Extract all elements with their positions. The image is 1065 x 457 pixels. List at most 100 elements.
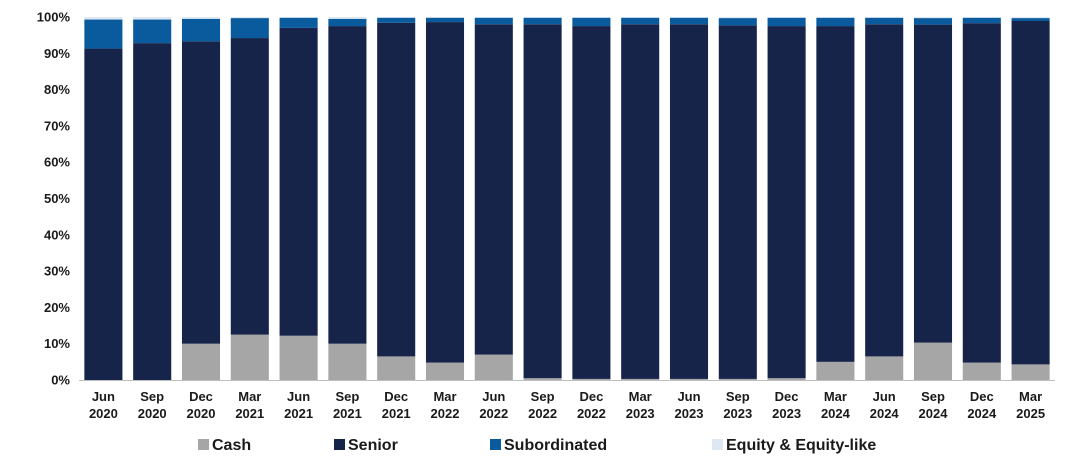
- x-tick-label-month: Sep: [921, 389, 945, 404]
- bar-stack: [133, 17, 172, 381]
- x-tick-label-year: 2020: [138, 406, 167, 421]
- legend-item: Cash: [198, 437, 251, 454]
- legend-item: Senior: [334, 437, 398, 454]
- legend-swatch: [334, 439, 345, 450]
- bar-segment-subordinated: [1011, 18, 1050, 21]
- bar-segment-equity-equity-like: [816, 17, 855, 18]
- x-tick-label-year: 2020: [89, 406, 118, 421]
- y-tick-label: 40%: [44, 227, 70, 242]
- x-tick-label-month: Dec: [579, 389, 603, 404]
- x-tick-label-month: Jun: [287, 389, 310, 404]
- bar-stack: [669, 17, 709, 380]
- bar-segment-subordinated: [669, 17, 709, 25]
- legend-item: Equity & Equity-like: [712, 437, 876, 454]
- bar-segment-cash: [474, 354, 513, 380]
- plot-area: [84, 17, 1050, 381]
- x-tick-label-month: Mar: [824, 389, 847, 404]
- bar-segment-senior: [84, 48, 123, 381]
- x-tick-label-month: Jun: [482, 389, 505, 404]
- bar-segment-senior: [425, 22, 465, 363]
- y-tick-label: 60%: [44, 155, 70, 170]
- bar-segment-senior: [474, 24, 513, 355]
- bar-segment-equity-equity-like: [572, 17, 611, 18]
- bar-segment-senior: [962, 23, 1001, 363]
- x-tick-label-month: Mar: [238, 389, 261, 404]
- bar-segment-senior: [133, 43, 172, 381]
- bar-segment-senior: [572, 26, 611, 379]
- legend: Cash Senior Subordinated Equity & Equity-li…: [198, 437, 876, 454]
- x-tick-label-month: Dec: [775, 389, 799, 404]
- bar-segment-senior: [181, 41, 221, 344]
- y-tick-label: 80%: [44, 82, 70, 97]
- x-tick-label-month: Dec: [384, 389, 408, 404]
- bar-segment-equity-equity-like: [621, 17, 660, 18]
- bar-segment-equity-equity-like: [328, 17, 367, 19]
- x-tick-label-year: 2021: [382, 406, 411, 421]
- bar-segment-cash: [718, 378, 757, 380]
- x-tick-label-month: Mar: [629, 389, 652, 404]
- bar-segment-senior: [328, 26, 367, 344]
- bar-segment-subordinated: [718, 18, 757, 26]
- y-tick-label: 20%: [44, 300, 70, 315]
- x-tick-label-month: Mar: [433, 389, 456, 404]
- x-tick-label-year: 2023: [723, 406, 752, 421]
- x-tick-label-year: 2024: [967, 406, 997, 421]
- legend-label: Subordinated: [504, 437, 607, 454]
- bar-segment-senior: [669, 24, 709, 379]
- x-tick-label-month: Jun: [92, 389, 115, 404]
- bar-stack: [523, 17, 562, 380]
- x-tick-label-month: Sep: [531, 389, 555, 404]
- bar-segment-subordinated: [621, 17, 660, 25]
- bar-segment-subordinated: [377, 17, 416, 23]
- bar-segment-cash: [572, 378, 611, 380]
- bar-stack: [328, 17, 367, 380]
- x-tick-label-month: Jun: [677, 389, 700, 404]
- bar-segment-equity-equity-like: [669, 17, 709, 18]
- bar-segment-senior: [377, 22, 416, 357]
- legend-swatch: [490, 439, 501, 450]
- x-tick-label-year: 2023: [626, 406, 655, 421]
- x-tick-label-year: 2025: [1016, 406, 1045, 421]
- x-tick-label-month: Dec: [189, 389, 213, 404]
- x-tick-label-month: Dec: [970, 389, 994, 404]
- bar-segment-subordinated: [767, 17, 806, 27]
- bar-stack: [962, 17, 1001, 380]
- y-tick-label: 70%: [44, 118, 70, 133]
- bar-segment-equity-equity-like: [865, 17, 904, 18]
- bar-segment-equity-equity-like: [84, 17, 123, 20]
- legend-label: Cash: [212, 437, 251, 454]
- bar-stack: [84, 17, 123, 381]
- bar-segment-subordinated: [523, 17, 562, 25]
- bar-segment-cash: [767, 378, 806, 380]
- y-axis: 0% 10% 20% 30% 40% 50% 60% 70% 80% 90% 100%: [37, 10, 71, 388]
- bar-segment-equity-equity-like: [523, 17, 562, 18]
- bar-stack: [279, 17, 318, 380]
- bar-segment-cash: [425, 362, 465, 380]
- x-tick-label-year: 2020: [187, 406, 216, 421]
- bar-stack: [913, 17, 953, 380]
- bar-segment-cash: [523, 378, 562, 380]
- bar-segment-cash: [181, 343, 221, 380]
- bar-stack: [230, 17, 269, 380]
- bar-segment-subordinated: [230, 18, 269, 39]
- y-tick-label: 90%: [44, 46, 70, 61]
- y-tick-label: 100%: [37, 10, 71, 25]
- bar-segment-senior: [230, 38, 269, 335]
- y-tick-label: 0%: [51, 373, 70, 388]
- legend-label: Equity & Equity-like: [726, 437, 876, 454]
- bar-segment-subordinated: [84, 19, 123, 49]
- bar-stack: [816, 17, 855, 380]
- x-tick-label-year: 2023: [772, 406, 801, 421]
- bar-segment-cash: [865, 356, 904, 380]
- bar-segment-subordinated: [962, 17, 1001, 24]
- x-tick-label-year: 2022: [577, 406, 606, 421]
- x-tick-label-year: 2023: [675, 406, 704, 421]
- bar-stack: [474, 17, 513, 380]
- bar-segment-equity-equity-like: [230, 17, 269, 19]
- bar-segment-senior: [523, 24, 562, 379]
- y-tick-label: 10%: [44, 336, 70, 351]
- bar-stack: [718, 17, 757, 380]
- bar-segment-equity-equity-like: [133, 17, 172, 20]
- bar-segment-equity-equity-like: [1011, 17, 1050, 19]
